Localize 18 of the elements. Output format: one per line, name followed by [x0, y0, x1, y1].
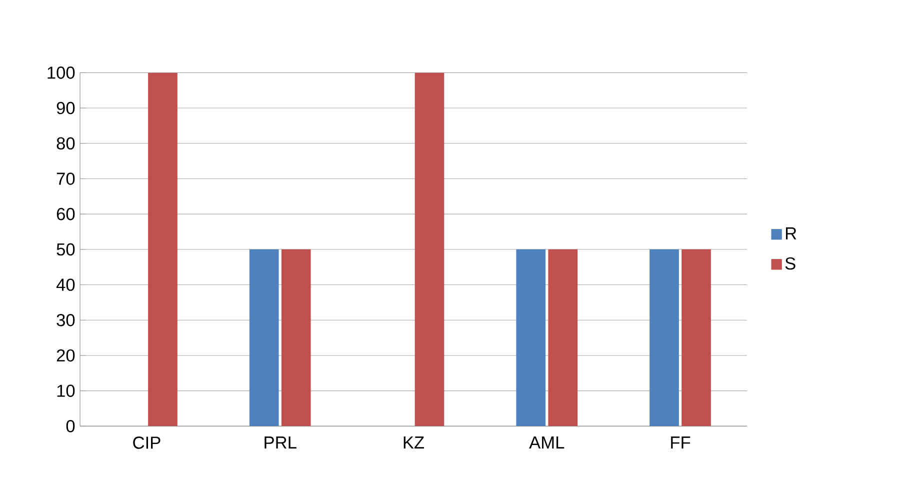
y-tick-label: 40	[56, 278, 75, 291]
legend-label: S	[785, 257, 796, 270]
y-tick-label: 10	[57, 384, 75, 397]
y-tick-label: 30	[56, 314, 75, 326]
y-tick-label: 90	[56, 102, 75, 114]
y-tick-label: 20	[56, 349, 75, 362]
x-tick-label: FF	[671, 436, 690, 448]
legend-label: R	[786, 227, 796, 240]
y-tick-label: 60	[56, 208, 75, 220]
y-tick-label: 80	[56, 137, 75, 150]
y-tick-label: 50	[56, 243, 75, 256]
x-tick-label: CIP	[133, 436, 160, 449]
x-tick-label: PRL	[264, 436, 296, 448]
y-tick-label: 0	[66, 420, 75, 432]
x-tick-label: KZ	[404, 436, 424, 448]
y-tick-label: 70	[56, 172, 75, 185]
y-tick-label: 100	[48, 66, 75, 79]
x-tick-label: AML	[529, 436, 564, 448]
